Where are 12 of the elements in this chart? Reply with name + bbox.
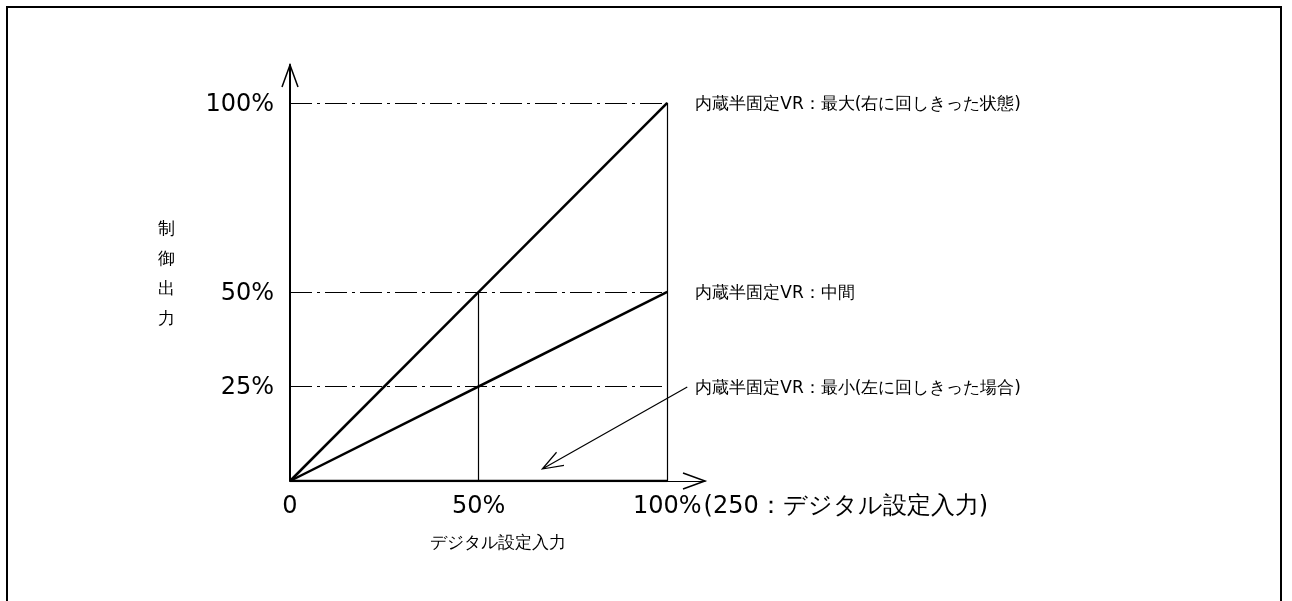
x-tick-label: 0 [282, 491, 298, 519]
x-axis-title: デジタル設定入力 [429, 531, 566, 552]
y-tick-label: 100% [205, 88, 274, 117]
x-tick-label: 50% [451, 491, 506, 519]
text: (250：デジタル設定入力) [703, 491, 989, 519]
series-label: 内蔵半固定VR：最大(右に回しきった状態) [695, 92, 1021, 113]
series-label: 内蔵半固定VR：中間 [695, 281, 855, 302]
y-tick-label: 50% [220, 277, 274, 306]
y-axis-title: 制御出力 [158, 218, 175, 328]
text: 内蔵半固定VR：最小(左に回しきった場合) [695, 377, 1021, 397]
y-tick-label: 25% [220, 372, 274, 401]
x-tick-label: 100% [632, 491, 702, 519]
